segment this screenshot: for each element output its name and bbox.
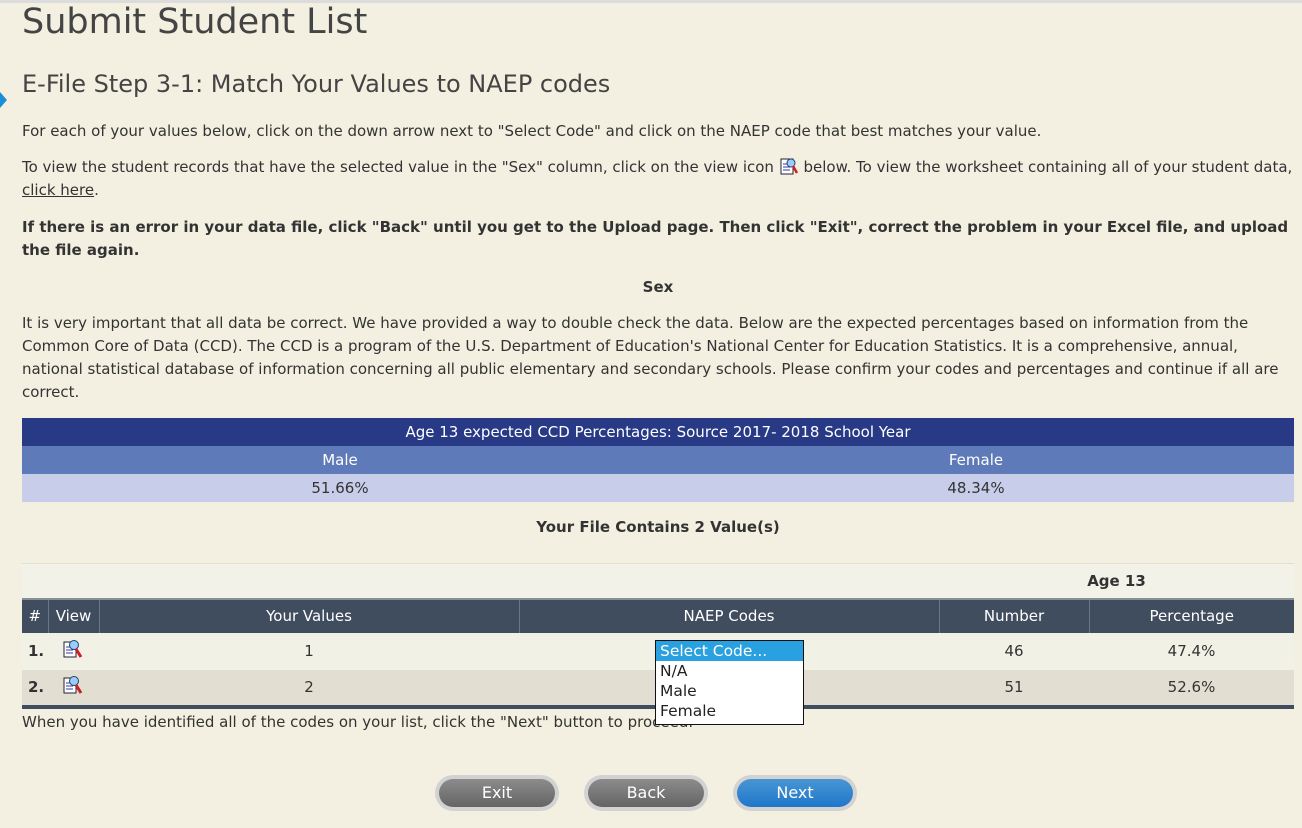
view-icon	[779, 157, 799, 175]
col-number: Number	[938, 597, 1089, 633]
instruction-1: For each of your values below, click on …	[22, 122, 1042, 140]
col-percentage: Percentage	[1088, 597, 1294, 633]
instruction-2-end: .	[94, 181, 99, 199]
ccd-percentages-table: Age 13 expected CCD Percentages: Source …	[22, 418, 1294, 502]
top-border	[0, 0, 1302, 3]
ccd-value-male: 51.66%	[22, 474, 658, 502]
number: 46	[939, 632, 1089, 670]
option-select-code[interactable]: Select Code...	[656, 641, 803, 661]
option-male[interactable]: Male	[660, 682, 697, 700]
view-record-icon[interactable]	[48, 669, 99, 709]
your-value: 2	[99, 669, 519, 709]
back-label: Back	[588, 779, 704, 807]
next-label: Next	[737, 779, 853, 807]
percentage: 47.4%	[1089, 632, 1294, 670]
col-your-values: Your Values	[98, 597, 519, 633]
option-na[interactable]: N/A	[660, 662, 688, 680]
ccd-value-female: 48.34%	[658, 474, 1294, 502]
page-title: Submit Student List	[22, 2, 368, 42]
footer-instruction: When you have identified all of the code…	[22, 713, 694, 731]
your-value: 1	[99, 632, 519, 670]
instruction-2-text: To view the student records that have th…	[22, 158, 774, 176]
row-number: 2.	[22, 669, 48, 709]
file-contains-label: Your File Contains 2 Value(s)	[536, 518, 780, 536]
step-title: E-File Step 3-1: Match Your Values to NA…	[22, 70, 611, 98]
next-button[interactable]: Next	[733, 775, 857, 811]
error-warning: If there is an error in your data file, …	[22, 218, 1289, 259]
instruction-2-text-after: below. To view the worksheet containing …	[803, 158, 1293, 176]
col-naep-codes: NAEP Codes	[518, 597, 939, 633]
side-arrow-icon	[0, 92, 7, 108]
age-group-header: Age 13	[939, 563, 1294, 599]
naep-code-dropdown-list[interactable]: Select Code... N/A Male Female	[655, 640, 804, 725]
number: 51	[939, 669, 1089, 709]
click-here-link[interactable]: click here	[22, 181, 95, 199]
age-spacer	[22, 563, 939, 599]
view-record-icon[interactable]	[48, 632, 99, 670]
exit-label: Exit	[439, 779, 555, 807]
percentage: 52.6%	[1089, 669, 1294, 709]
exit-button[interactable]: Exit	[435, 775, 559, 811]
option-female[interactable]: Female	[660, 702, 717, 720]
ccd-header-male: Male	[22, 446, 658, 474]
back-button[interactable]: Back	[584, 775, 708, 811]
ccd-table-title: Age 13 expected CCD Percentages: Source …	[22, 418, 1294, 446]
section-heading: Sex	[642, 278, 674, 296]
col-num: #	[22, 597, 48, 633]
instruction-2: To view the student records that have th…	[22, 156, 1294, 202]
ccd-header-female: Female	[658, 446, 1294, 474]
row-number: 1.	[22, 632, 48, 670]
ccd-description: It is very important that all data be co…	[22, 314, 1279, 401]
col-view: View	[47, 597, 99, 633]
